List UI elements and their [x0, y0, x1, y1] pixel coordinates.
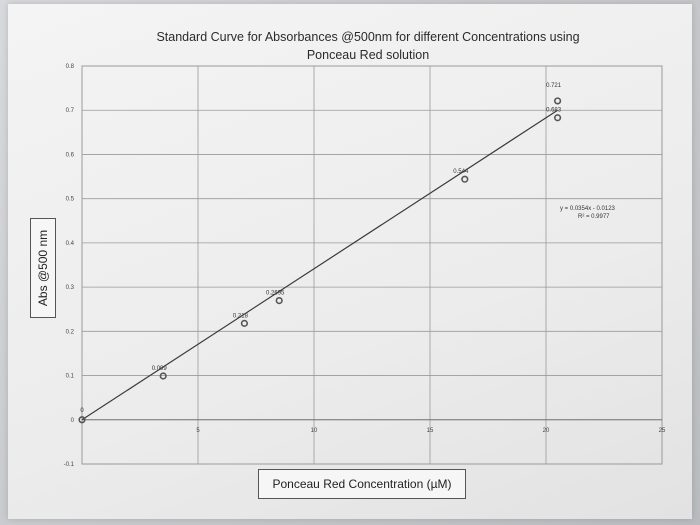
- data-point: [461, 175, 469, 183]
- r-squared-value: R² = 0.9977: [578, 214, 610, 220]
- data-point: [240, 319, 248, 327]
- data-label: 0.683: [546, 108, 562, 114]
- chart-svg: -0.1 0 0.1 0.2 0.3 0.4 0.5 0.6 0.7 0.8 5 10 15 20 25 0 0…: [64, 64, 666, 468]
- data-label: 0: [80, 408, 84, 414]
- x-axis-label: Ponceau Red Concentration (µM): [272, 477, 452, 491]
- chart-title-line-2: Ponceau Red solution: [306, 48, 430, 62]
- y-tick-label: 0.6: [66, 152, 75, 158]
- data-point: [159, 372, 167, 380]
- trendline-equation: y = 0.0354x - 0.0123: [560, 206, 615, 212]
- y-tick-label: 0.7: [66, 108, 75, 114]
- x-tick-label: 10: [311, 428, 318, 434]
- x-tick-label: 5: [196, 428, 200, 434]
- y-tick-label: 0.1: [66, 374, 75, 380]
- data-label: 0.218: [233, 313, 249, 319]
- y-tick-label: 0.8: [66, 64, 75, 70]
- y-axis-label-box: Abs @500 nm: [30, 218, 56, 318]
- data-label: 0.721: [546, 83, 562, 89]
- data-point: [553, 114, 562, 122]
- y-axis-label: Abs @500 nm: [36, 229, 50, 307]
- y-tick-label: 0: [71, 418, 75, 424]
- data-label: 0.2695: [266, 291, 285, 297]
- data-point: [275, 296, 283, 305]
- data-label: 0.099: [152, 366, 168, 372]
- trendline: [81, 109, 558, 421]
- x-tick-label: 20: [543, 428, 550, 434]
- y-tick-label: 0.2: [66, 329, 75, 335]
- chart-title-line-1: Standard Curve for Absorbances @500nm fo…: [156, 30, 580, 44]
- y-tick-label: 0.3: [66, 285, 75, 291]
- y-tick-label: 0.5: [66, 197, 75, 203]
- plot-frame: [81, 65, 663, 465]
- x-tick-label: 15: [427, 428, 434, 434]
- data-label: 0.544: [453, 169, 469, 175]
- x-tick-label: 25: [659, 428, 666, 434]
- y-tick-label: 0.4: [66, 241, 75, 247]
- x-axis-label-box: Ponceau Red Concentration (µM): [258, 469, 466, 499]
- chart-paper: Standard Curve for Absorbances @500nm fo…: [8, 4, 692, 519]
- y-tick-label: -0.1: [64, 462, 75, 468]
- data-point: [553, 97, 562, 105]
- data-point: [78, 416, 86, 424]
